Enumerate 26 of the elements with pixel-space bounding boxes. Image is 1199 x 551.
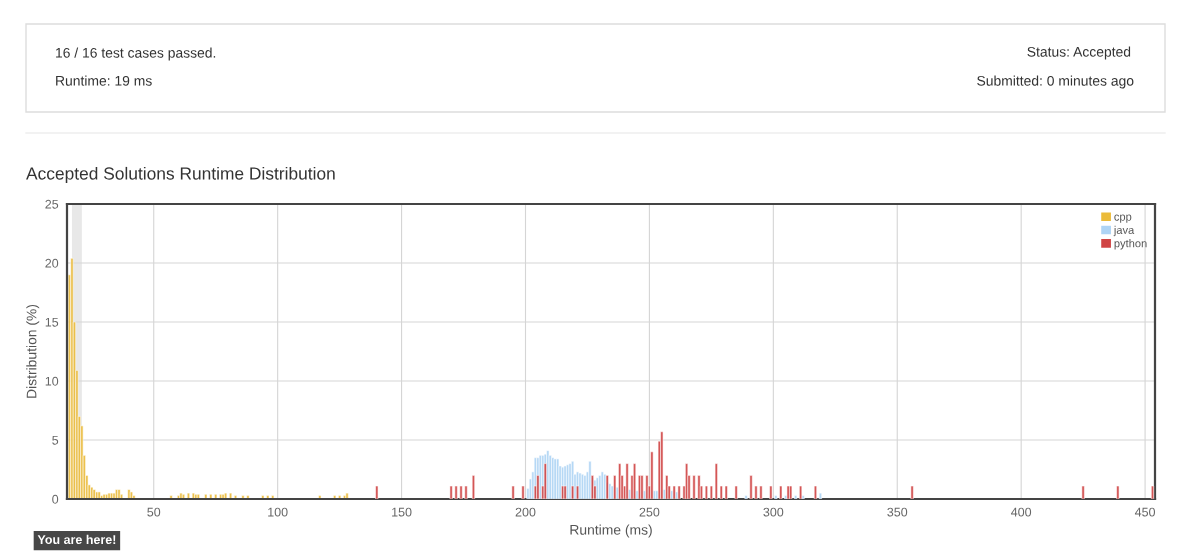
x-tick-label: 350 — [887, 507, 908, 517]
text: Submitted: 0 minutes ago — [977, 75, 1134, 89]
chart-title: Accepted Solutions Runtime Distribution — [26, 166, 335, 184]
text: Runtime: 19 ms — [56, 75, 152, 86]
text: Status: Accepted — [1027, 46, 1131, 60]
x-tick-label: 150 — [392, 507, 412, 517]
x-tick-label: 100 — [268, 507, 288, 517]
legend-label: java — [1113, 225, 1135, 237]
x-tick-label: 400 — [1011, 507, 1032, 517]
y-tick-label: 0 — [52, 494, 59, 504]
x-tick-label: 200 — [515, 507, 536, 517]
y-tick-label: 15 — [45, 317, 59, 327]
x-tick-label: 250 — [639, 507, 660, 517]
y-tick-label: 25 — [45, 199, 59, 209]
y-axis-title: Distribution (%) — [26, 304, 40, 398]
y-tick-label: 10 — [45, 376, 59, 386]
x-tick-label: 50 — [147, 507, 161, 517]
y-tick-label: 20 — [45, 258, 59, 268]
legend-label: cpp — [1114, 214, 1132, 223]
x-axis-title: Runtime (ms) — [570, 524, 652, 538]
annotation: You are here! — [37, 534, 116, 545]
text: 16 / 16 test cases passed. — [56, 47, 216, 61]
x-tick-label: 300 — [763, 507, 784, 517]
legend-label: python — [1114, 239, 1147, 250]
x-tick-label: 450 — [1134, 507, 1156, 517]
y-tick-label: 5 — [52, 435, 59, 445]
